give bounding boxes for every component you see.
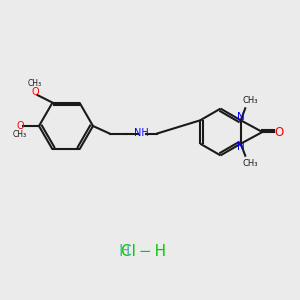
Text: O: O — [31, 87, 39, 97]
Text: CH₃: CH₃ — [243, 96, 258, 105]
Text: O: O — [16, 121, 24, 131]
Text: N: N — [237, 142, 244, 152]
Text: CH₃: CH₃ — [13, 130, 27, 139]
Text: H: H — [119, 244, 130, 260]
Text: CH₃: CH₃ — [28, 79, 42, 88]
Text: Cl − H: Cl − H — [122, 244, 167, 260]
Text: N: N — [237, 112, 244, 122]
Text: O: O — [274, 125, 283, 139]
Text: NH: NH — [134, 128, 149, 138]
Text: CH₃: CH₃ — [243, 159, 258, 168]
